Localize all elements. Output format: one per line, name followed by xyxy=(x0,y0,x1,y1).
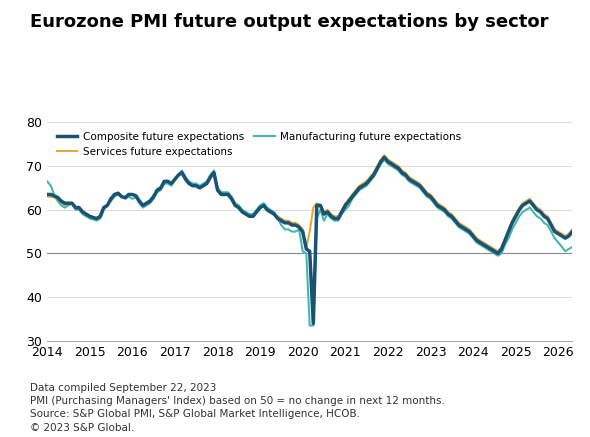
Text: Eurozone PMI future output expectations by sector: Eurozone PMI future output expectations … xyxy=(30,13,548,31)
Legend: Composite future expectations, Services future expectations, Manufacturing futur: Composite future expectations, Services … xyxy=(53,128,466,161)
Text: Data compiled September 22, 2023
PMI (Purchasing Managers' Index) based on 50 = : Data compiled September 22, 2023 PMI (Pu… xyxy=(30,383,444,433)
